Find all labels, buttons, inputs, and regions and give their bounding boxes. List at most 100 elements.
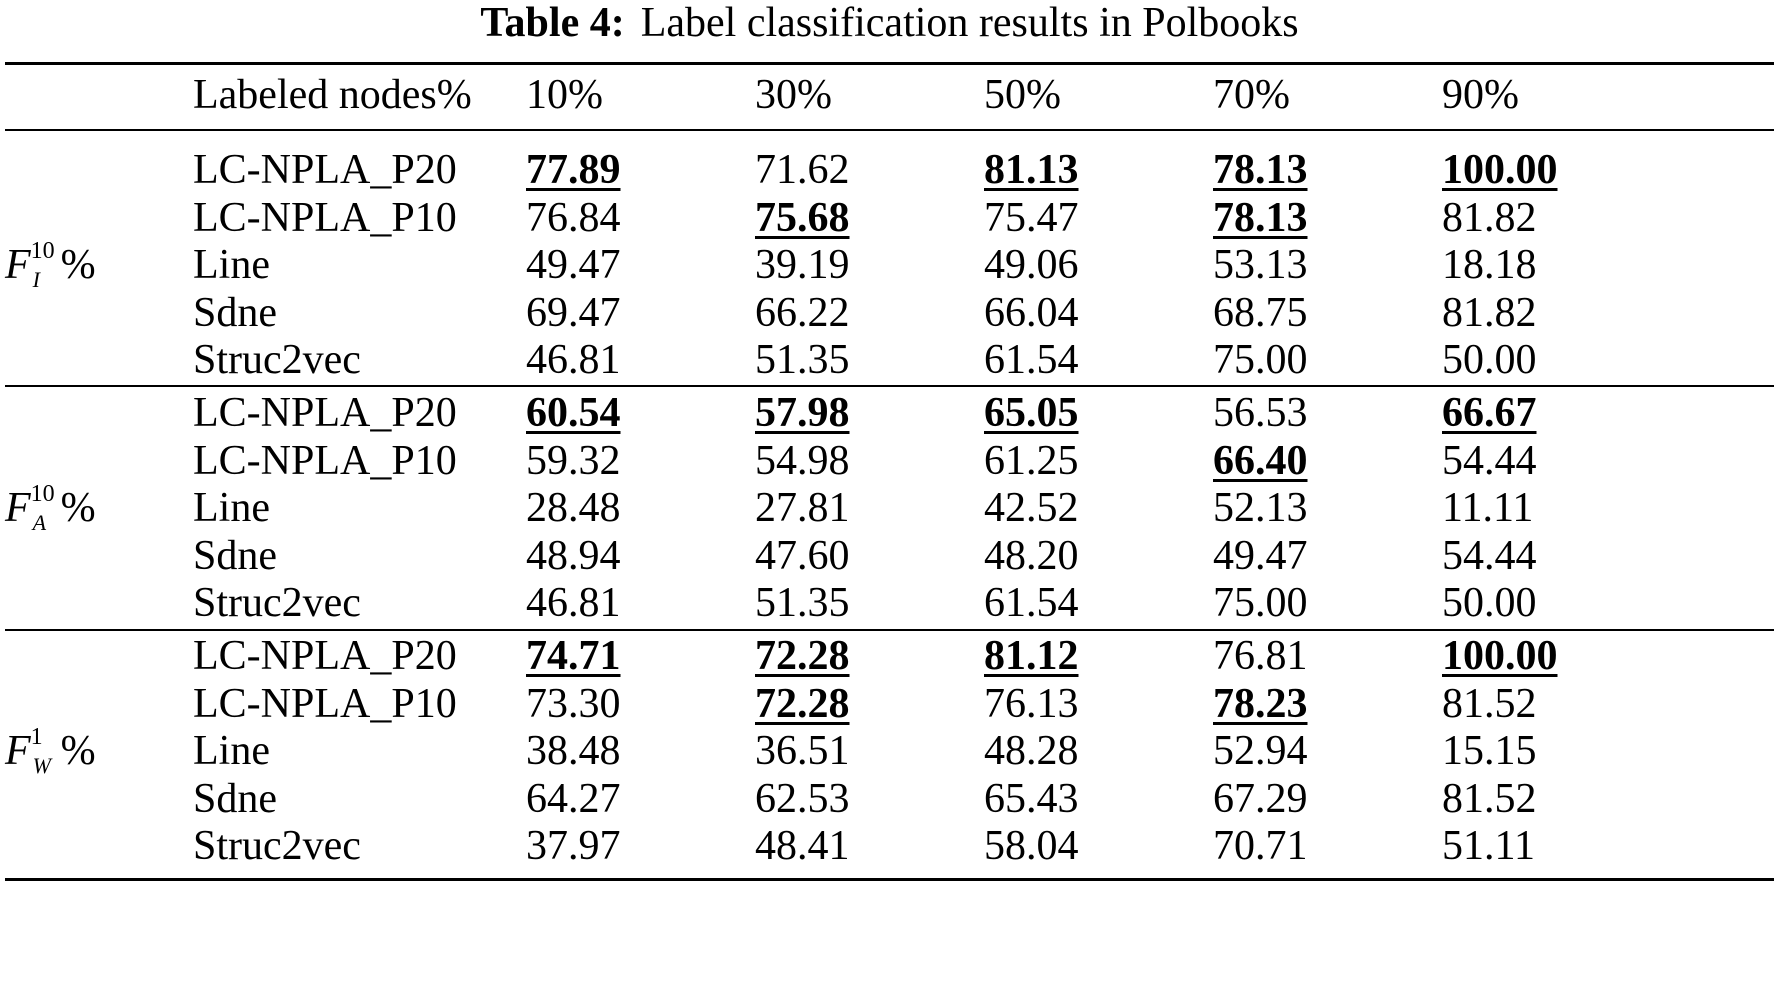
bottom-rule: [5, 878, 1774, 881]
value-cell: 11.11: [1442, 485, 1534, 531]
caption-text: Label classification results in Polbooks: [640, 0, 1299, 46]
value-cell: 49.47: [1213, 532, 1308, 579]
metric-suffix: %: [60, 485, 96, 531]
header-cell: 70%: [1213, 72, 1290, 118]
method-cell: Sdne: [193, 775, 277, 822]
value-cell: 48.94: [526, 532, 621, 579]
value-cell: 37.97: [526, 823, 621, 869]
best-value-cell: 65.05: [984, 390, 1079, 436]
value-cell: 65.43: [984, 775, 1079, 822]
method-cell: Struc2vec: [193, 823, 361, 869]
value-cell: 46.81: [526, 580, 621, 626]
method-cell: Sdne: [193, 289, 277, 336]
value-cell: 71.62: [755, 147, 850, 193]
value-cell: 75.47: [984, 194, 1079, 241]
value-cell: 76.84: [526, 194, 621, 241]
value-cell: 48.28: [984, 728, 1079, 774]
value-cell: 56.53: [1213, 390, 1308, 436]
value-cell: 66.04: [984, 289, 1079, 336]
best-value-cell: 78.13: [1213, 194, 1308, 241]
method-cell: Line: [193, 485, 270, 531]
value-cell: 47.60: [755, 532, 850, 579]
best-value-cell: 66.40: [1213, 437, 1308, 484]
value-cell: 81.52: [1442, 680, 1537, 727]
value-cell: 81.52: [1442, 775, 1537, 822]
value-cell: 81.82: [1442, 289, 1537, 336]
best-value-cell: 78.13: [1213, 147, 1308, 193]
header-cell: 30%: [755, 72, 832, 118]
value-cell: 18.18: [1442, 242, 1537, 288]
metric-sub: W: [32, 753, 51, 778]
method-cell: LC-NPLA_P20: [193, 390, 457, 436]
value-cell: 61.54: [984, 580, 1079, 626]
method-cell: LC-NPLA_P20: [193, 147, 457, 193]
value-cell: 51.35: [755, 337, 850, 383]
value-cell: 50.00: [1442, 580, 1537, 626]
value-cell: 61.25: [984, 437, 1079, 484]
metric-sub: I: [32, 267, 40, 292]
method-cell: LC-NPLA_P10: [193, 194, 457, 241]
metric-base: F: [5, 485, 31, 531]
value-cell: 52.13: [1213, 485, 1308, 531]
value-cell: 62.53: [755, 775, 850, 822]
best-value-cell: 100.00: [1442, 633, 1558, 679]
value-cell: 69.47: [526, 289, 621, 336]
metric-script: 10 A: [31, 481, 61, 535]
value-cell: 28.48: [526, 485, 621, 531]
header-cell: 90%: [1442, 72, 1519, 118]
value-cell: 49.06: [984, 242, 1079, 288]
metric-label: F 1 W%: [5, 724, 96, 778]
group-rule: [5, 629, 1774, 631]
value-cell: 67.29: [1213, 775, 1308, 822]
value-cell: 75.00: [1213, 580, 1308, 626]
header-cell: 50%: [984, 72, 1061, 118]
best-value-cell: 66.67: [1442, 390, 1537, 436]
metric-script: 10 I: [31, 238, 61, 292]
best-value-cell: 77.89: [526, 147, 621, 193]
value-cell: 48.41: [755, 823, 850, 869]
value-cell: 54.98: [755, 437, 850, 484]
value-cell: 70.71: [1213, 823, 1308, 869]
metric-label: F 10 A%: [5, 481, 96, 535]
metric-sup: 10: [30, 238, 55, 264]
best-value-cell: 81.13: [984, 147, 1079, 193]
value-cell: 64.27: [526, 775, 621, 822]
value-cell: 51.11: [1442, 823, 1535, 869]
header-cell: Labeled nodes%: [193, 72, 472, 118]
method-cell: Line: [193, 728, 270, 774]
value-cell: 36.51: [755, 728, 850, 774]
value-cell: 46.81: [526, 337, 621, 383]
value-cell: 61.54: [984, 337, 1079, 383]
best-value-cell: 75.68: [755, 194, 850, 241]
metric-suffix: %: [60, 242, 96, 288]
value-cell: 81.82: [1442, 194, 1537, 241]
header-rule: [5, 129, 1774, 131]
value-cell: 68.75: [1213, 289, 1308, 336]
value-cell: 75.00: [1213, 337, 1308, 383]
metric-label: F 10 I%: [5, 238, 96, 292]
best-value-cell: 60.54: [526, 390, 621, 436]
value-cell: 48.20: [984, 532, 1079, 579]
value-cell: 39.19: [755, 242, 850, 288]
best-value-cell: 72.28: [755, 633, 850, 679]
value-cell: 38.48: [526, 728, 621, 774]
value-cell: 66.22: [755, 289, 850, 336]
metric-sub: A: [32, 510, 47, 535]
value-cell: 49.47: [526, 242, 621, 288]
metric-base: F: [5, 728, 31, 774]
value-cell: 53.13: [1213, 242, 1308, 288]
method-cell: LC-NPLA_P20: [193, 633, 457, 679]
value-cell: 76.81: [1213, 633, 1308, 679]
group-rule: [5, 385, 1774, 387]
method-cell: LC-NPLA_P10: [193, 680, 457, 727]
value-cell: 54.44: [1442, 532, 1537, 579]
best-value-cell: 78.23: [1213, 680, 1308, 727]
top-rule: [5, 62, 1774, 65]
metric-base: F: [5, 242, 31, 288]
value-cell: 42.52: [984, 485, 1079, 531]
value-cell: 15.15: [1442, 728, 1537, 774]
metric-sup: 10: [30, 481, 55, 507]
value-cell: 50.00: [1442, 337, 1537, 383]
metric-suffix: %: [60, 728, 96, 774]
